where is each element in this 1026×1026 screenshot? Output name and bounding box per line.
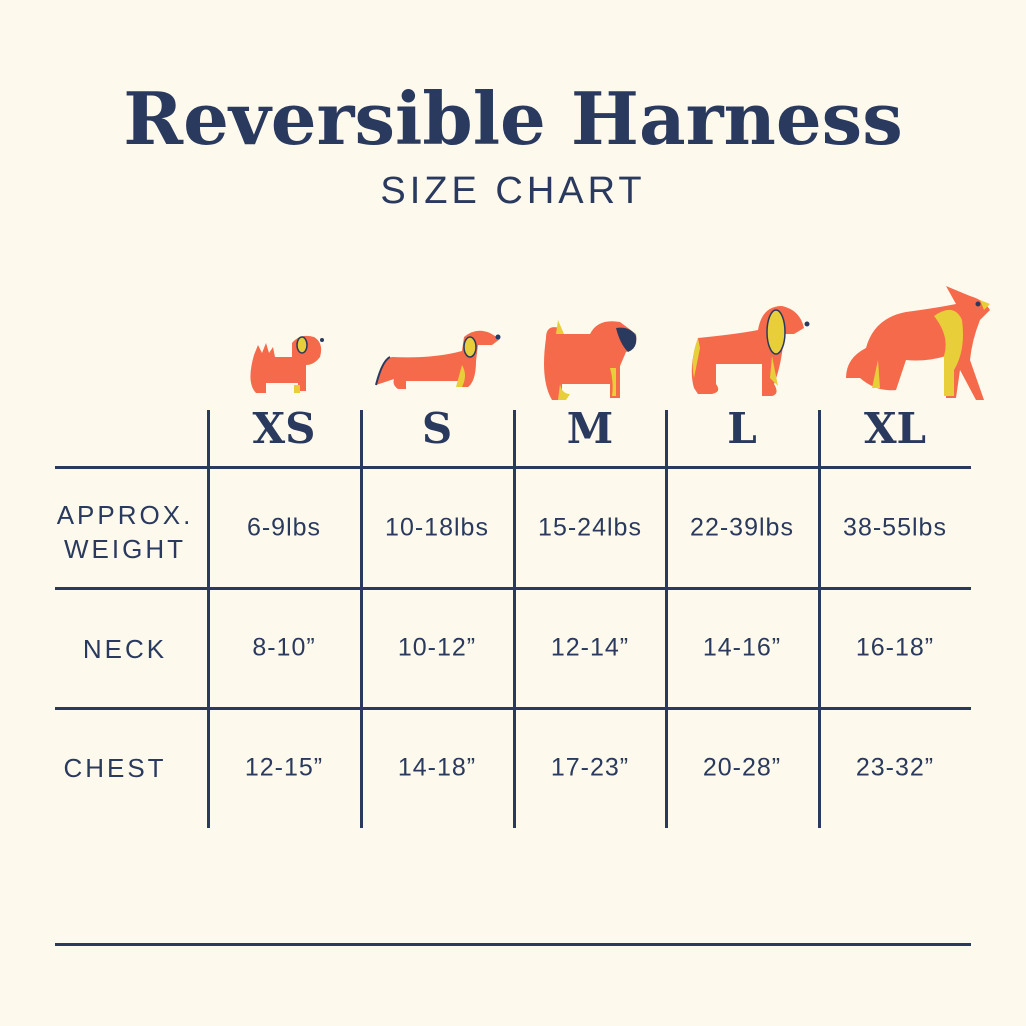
table-cell: 14-16” [702,633,782,662]
shepherd-dog-icon [846,286,990,400]
table-cell: 23-32” [855,753,935,782]
size-header-m: M [566,404,614,453]
table-cell: 22-39lbs [690,513,794,542]
page-title: Reversible Harness [123,76,903,161]
column-divider [513,410,516,828]
column-divider [818,410,821,828]
table-cell: 20-28” [702,753,782,782]
dachshund-icon [375,330,501,389]
table-cell: 14-18” [397,753,477,782]
table-cell: 6-9lbs [246,513,322,542]
table-cell: 12-14” [550,633,630,662]
pug-icon [544,320,637,400]
column-divider [207,410,210,828]
size-header-l: L [727,404,757,453]
small-fluffy-dog-icon [250,335,324,393]
size-header-xl: XL [863,404,927,453]
table-cell: 10-18lbs [385,513,489,542]
page-subtitle: SIZE CHART [380,170,646,212]
size-header-s: S [421,404,453,453]
row-label-weight: APPROX. WEIGHT [56,500,194,564]
spaniel-icon [691,306,810,396]
table-cell: 10-12” [397,633,477,662]
column-divider [360,410,363,828]
table-cell: 17-23” [550,753,630,782]
bottom-divider [55,943,971,946]
table-cell: 38-55lbs [843,513,947,542]
table-cell: 12-15” [244,753,324,782]
size-header-xs: XS [252,404,316,453]
table-cell: 8-10” [252,633,316,662]
table-cell: 15-24lbs [538,513,642,542]
row-label-neck: NECK [82,634,168,664]
table-cell: 16-18” [855,633,935,662]
column-divider [665,410,668,828]
row-label-chest: CHEST [63,753,167,783]
